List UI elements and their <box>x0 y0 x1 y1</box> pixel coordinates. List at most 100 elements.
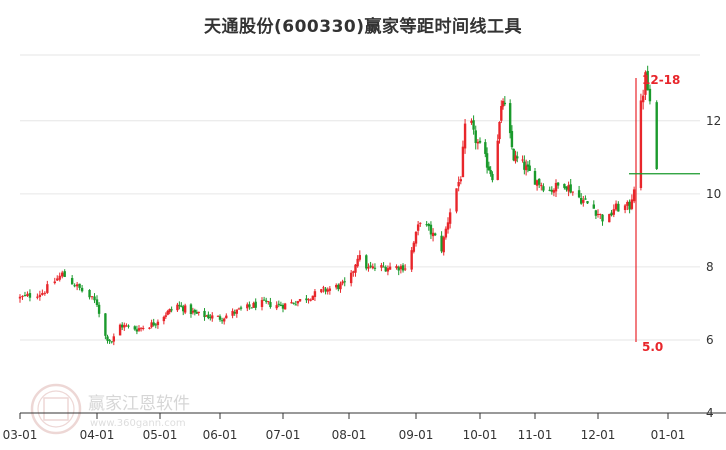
candle <box>448 208 452 229</box>
candle <box>523 155 526 175</box>
candle <box>395 264 398 270</box>
candle <box>655 100 658 171</box>
candle <box>414 231 418 247</box>
candle <box>365 254 368 271</box>
candle <box>313 288 317 301</box>
candle <box>373 263 377 272</box>
candle <box>596 209 600 218</box>
candle <box>425 221 428 227</box>
candle <box>582 196 585 207</box>
candle <box>601 214 604 226</box>
candle <box>189 303 193 318</box>
candle <box>632 186 636 204</box>
candle <box>26 291 29 298</box>
candle <box>154 323 157 329</box>
candle <box>399 264 403 274</box>
candle <box>191 307 195 315</box>
candle <box>239 305 243 311</box>
candle <box>294 300 297 306</box>
candle <box>80 284 84 293</box>
candle <box>427 222 430 231</box>
candle <box>556 182 560 189</box>
candle <box>209 314 212 321</box>
candle <box>182 304 185 316</box>
candle <box>235 309 238 318</box>
candle <box>508 99 512 139</box>
candle <box>565 186 568 192</box>
candle <box>267 300 270 305</box>
candle <box>279 301 283 307</box>
candle <box>275 301 278 311</box>
candle <box>586 201 589 204</box>
candle <box>38 290 42 301</box>
candle <box>608 213 611 223</box>
candle <box>410 247 413 273</box>
candle <box>496 134 499 181</box>
candle <box>472 115 475 135</box>
candle <box>220 317 224 324</box>
candle <box>324 286 327 295</box>
candle <box>569 178 572 194</box>
candle <box>53 277 56 285</box>
candle <box>180 302 183 308</box>
candle <box>46 280 49 294</box>
candle <box>528 159 531 171</box>
candle <box>352 270 355 277</box>
x-tick-label: 09-01 <box>399 428 434 442</box>
candle <box>156 319 160 329</box>
x-tick-label: 10-01 <box>463 428 498 442</box>
candle <box>401 263 405 273</box>
candle <box>540 182 543 191</box>
candle <box>121 322 124 331</box>
candle <box>135 325 139 335</box>
candle <box>459 176 462 185</box>
candle <box>614 200 618 212</box>
candle <box>252 301 255 308</box>
candle <box>514 150 517 164</box>
candle <box>567 181 570 197</box>
candle <box>403 264 407 272</box>
candle <box>137 325 141 332</box>
x-axis: 03-01 04-01 05-01 06-01 07-01 08-01 09-01 10-01… <box>3 412 726 442</box>
candle <box>594 209 598 219</box>
candle <box>168 308 171 315</box>
candle <box>110 341 113 344</box>
candle <box>246 302 249 312</box>
candle <box>260 297 264 311</box>
candle <box>463 118 467 154</box>
candle <box>90 296 94 300</box>
candle <box>150 319 153 329</box>
candle <box>207 311 210 320</box>
candle <box>311 295 315 301</box>
candle <box>388 262 392 270</box>
x-tick-label: 03-01 <box>3 428 38 442</box>
candle <box>503 96 507 106</box>
candle <box>498 121 501 144</box>
candle <box>231 308 234 319</box>
candle <box>550 186 553 195</box>
candle <box>61 270 64 279</box>
candle <box>524 159 528 176</box>
candle <box>542 183 545 193</box>
candle <box>639 93 643 191</box>
candle <box>533 167 537 185</box>
candle <box>41 289 44 296</box>
candle <box>118 323 122 336</box>
candle <box>262 296 266 301</box>
candle <box>269 297 272 309</box>
candle <box>416 221 420 236</box>
x-tick-label: 06-01 <box>203 428 238 442</box>
candle <box>178 301 181 310</box>
candle <box>78 283 81 291</box>
x-tick-label: 01-01 <box>651 428 686 442</box>
candle <box>248 301 251 310</box>
candle <box>440 231 443 254</box>
candle <box>176 302 179 312</box>
candle <box>36 293 39 300</box>
candle <box>211 312 214 322</box>
candle <box>412 241 416 254</box>
candle <box>339 281 342 293</box>
candle <box>164 312 168 319</box>
candle <box>73 283 76 288</box>
candle <box>97 302 101 318</box>
